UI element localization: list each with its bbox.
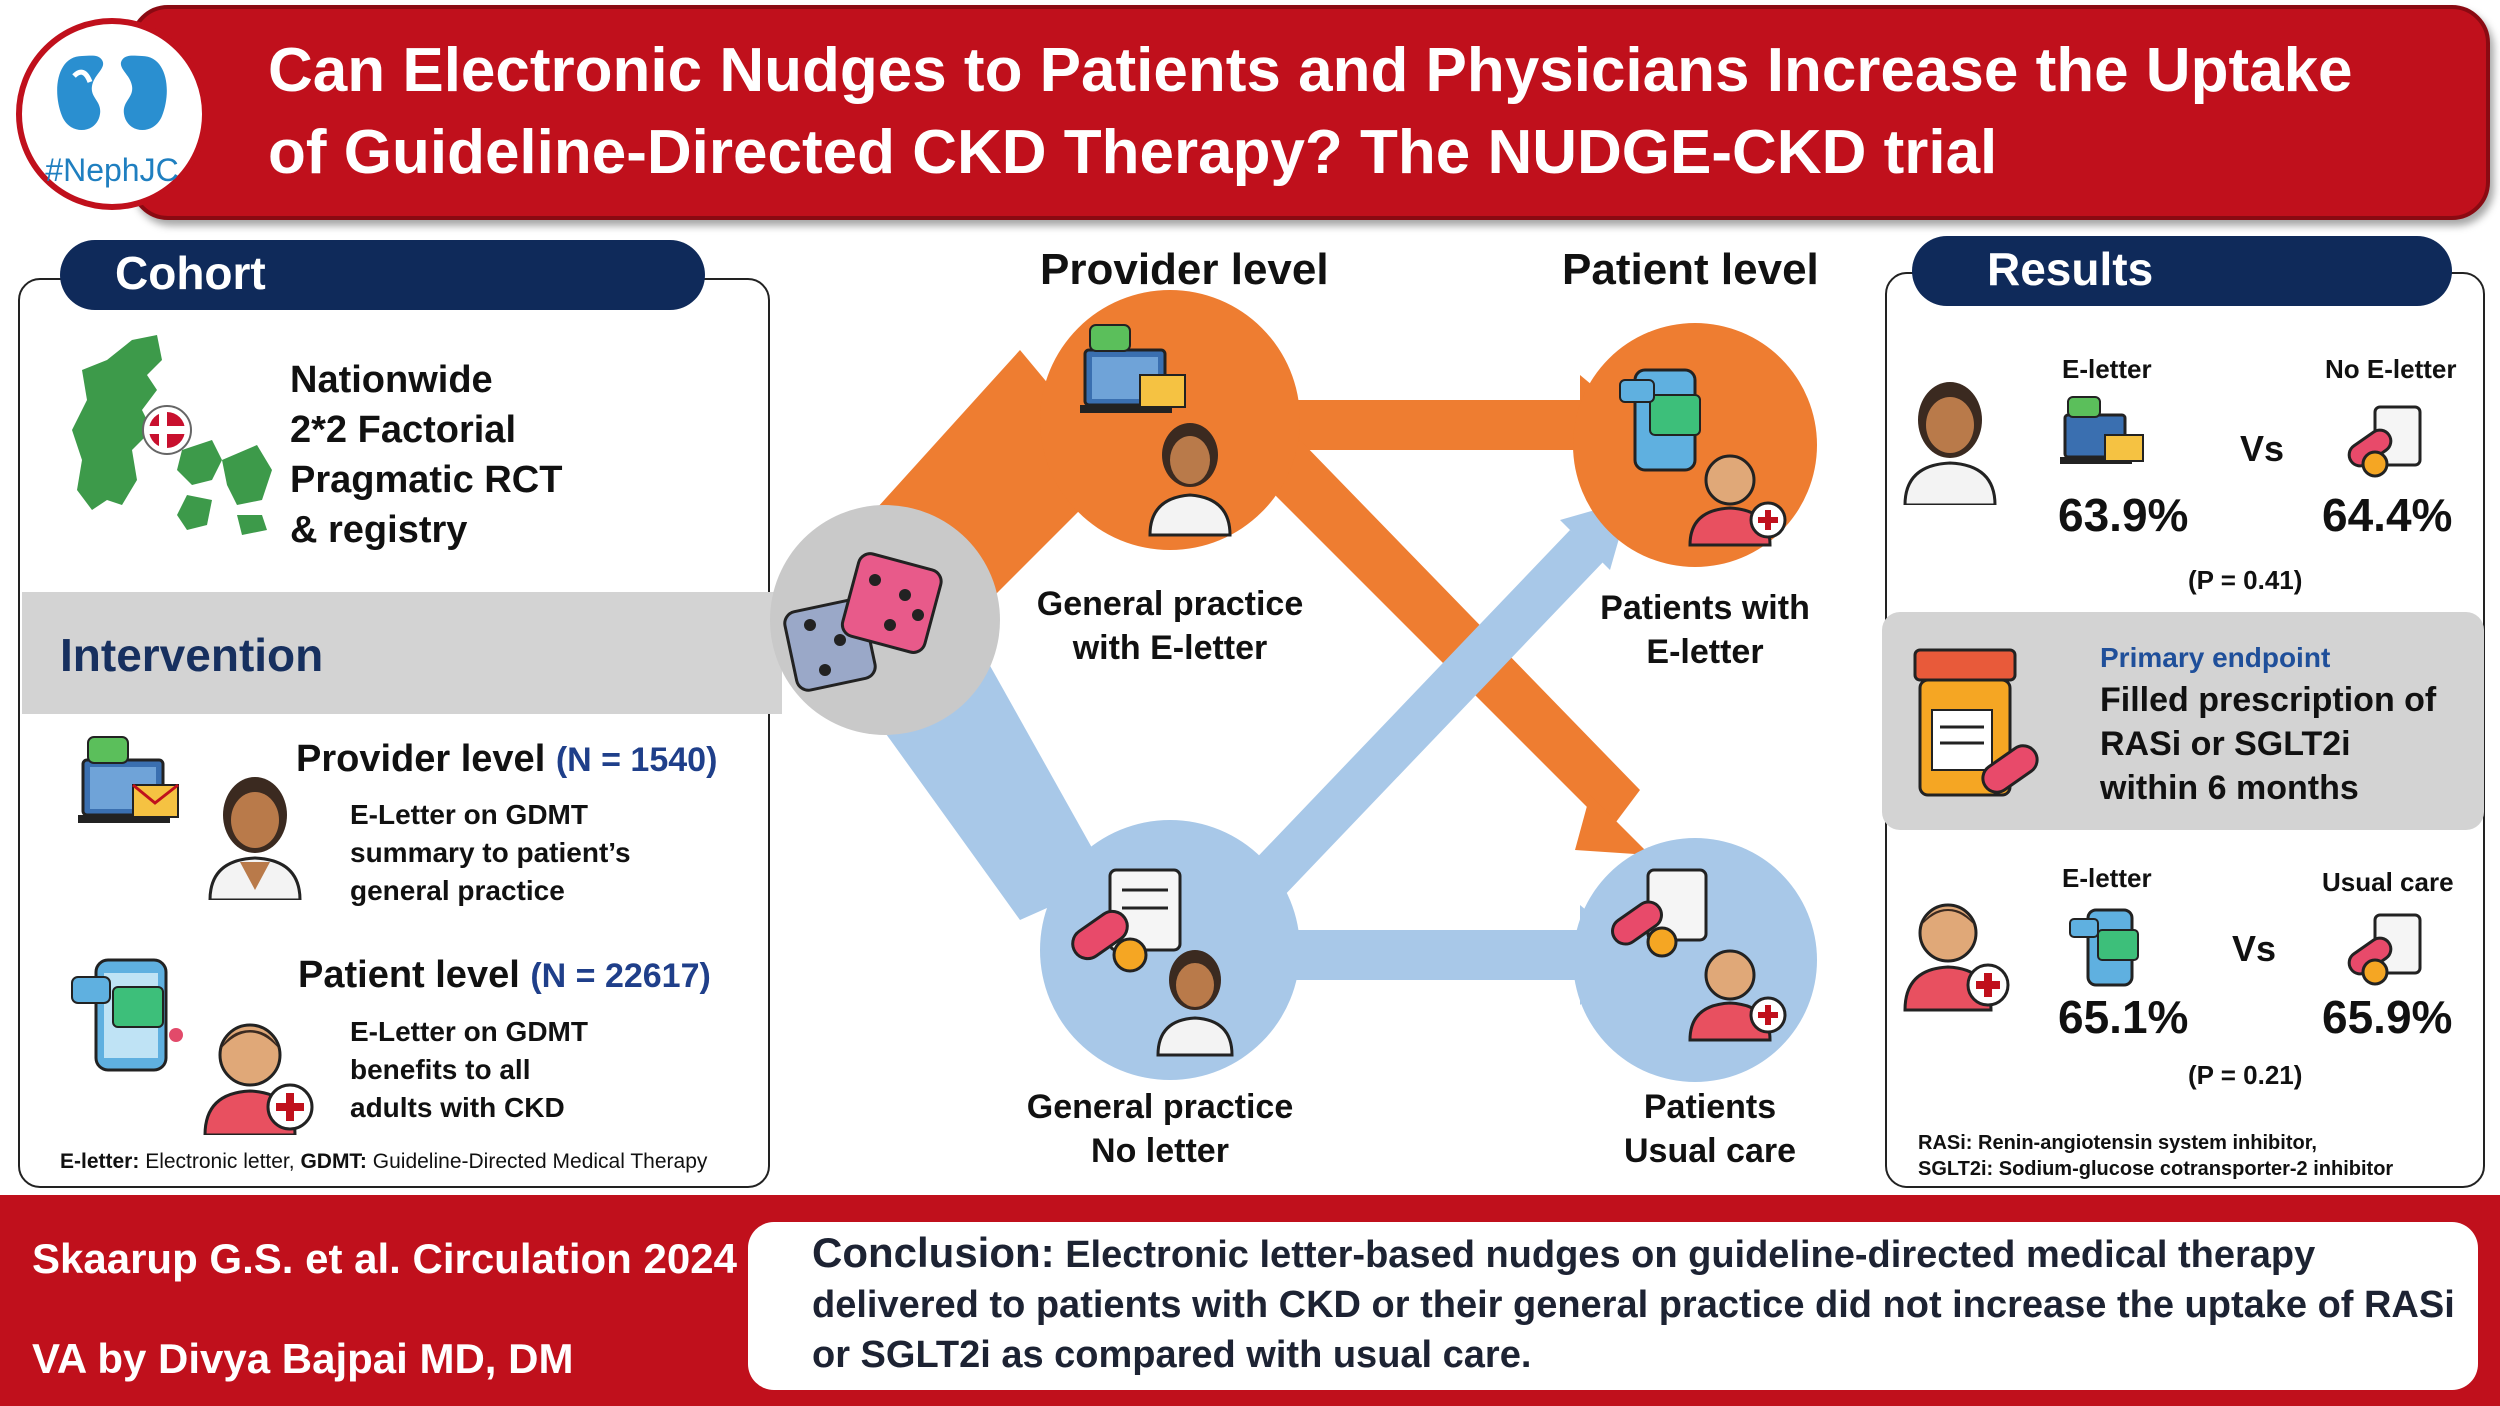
logo-text: #NephJC — [45, 152, 179, 188]
result-top-pvalue: (P = 0.41) — [2188, 565, 2303, 595]
result-bottom-left-pct: 65.1% — [2058, 991, 2189, 1043]
provider-line: E-Letter on GDMT — [350, 799, 588, 830]
result-bottom-left-label: E-letter — [2062, 863, 2152, 893]
flow-diagram — [770, 290, 1817, 1082]
footnote-def: Electronic letter, — [139, 1150, 301, 1173]
result-top-left-pct: 63.9% — [2058, 489, 2189, 541]
va-credit: VA by Divya Bajpai MD, DM — [32, 1335, 574, 1382]
footnote-def: Guideline-Directed Medical Therapy — [366, 1150, 708, 1173]
patient-line: E-Letter on GDMT — [350, 1016, 588, 1047]
result-top-left-label: E-letter — [2062, 354, 2152, 384]
phone-message-icon — [2069, 908, 2139, 987]
conclusion-label: Conclusion: — [812, 1229, 1055, 1276]
label-line: No letter — [1091, 1132, 1229, 1170]
result-bottom-right-pct: 65.9% — [2322, 991, 2453, 1043]
vs-label: Vs — [2240, 428, 2285, 469]
title-line-2: of Guideline-Directed CKD Therapy? The N… — [268, 118, 1998, 187]
label-line: Usual care — [1624, 1132, 1796, 1170]
pt-eletter-label: Patients with E-letter — [1545, 586, 1865, 674]
primary-endpoint-text: Filled prescription of RASi or SGLT2i wi… — [2100, 678, 2436, 810]
intervention-band — [22, 592, 782, 714]
page-title: Can Electronic Nudges to Patients and Ph… — [268, 30, 2468, 194]
cohort-line: Pragmatic RCT — [290, 459, 563, 501]
label-line: Patients — [1643, 1088, 1777, 1126]
vs-label: Vs — [2232, 928, 2277, 969]
patient-level-title: Patient level (N = 22617) — [298, 954, 711, 997]
doctor-icon — [1148, 423, 1232, 537]
phone-message-icon — [1619, 368, 1701, 472]
endpoint-line: Filled prescription of — [2100, 681, 2437, 719]
conclusion: Conclusion: Electronic letter-based nudg… — [812, 1228, 2462, 1380]
title-line-1: Can Electronic Nudges to Patients and Ph… — [268, 36, 2353, 105]
provider-description: E-Letter on GDMT summary to patient’s ge… — [350, 796, 631, 910]
label-line: General practice — [1036, 585, 1304, 623]
provider-n: (N = 1540) — [555, 741, 718, 779]
pills-document-icon — [1611, 868, 1708, 958]
results-heading: Results — [1912, 236, 2452, 306]
nephjc-logo: #NephJC — [16, 18, 208, 210]
laptop-mail-icon — [2060, 396, 2144, 464]
patient-line: adults with CKD — [350, 1092, 565, 1123]
pill-bottle-icon — [1913, 648, 2039, 797]
label-line: Patients with — [1600, 589, 1810, 627]
kidney-icon — [57, 55, 167, 131]
patient-icon — [1688, 949, 1787, 1042]
endpoint-line: RASi or SGLT2i — [2100, 725, 2351, 763]
abbrev-line: SGLT2i: Sodium-glucose cotransporter-2 i… — [1918, 1158, 2394, 1180]
patient-description: E-Letter on GDMT benefits to all adults … — [350, 1013, 588, 1127]
cohort-heading: Cohort — [60, 240, 705, 310]
patient-line: benefits to all — [350, 1054, 531, 1085]
patient-icon — [203, 1023, 314, 1135]
provider-level-title: Provider level (N = 1540) — [296, 738, 717, 781]
endpoint-line: within 6 months — [2100, 769, 2359, 807]
doctor-icon — [1903, 382, 1997, 505]
conclusion-box — [748, 1222, 2478, 1390]
result-bottom-right-label: Usual care — [2322, 867, 2454, 897]
title-banner — [130, 5, 2490, 220]
provider-line: general practice — [350, 875, 565, 906]
denmark-map-icon — [72, 335, 272, 535]
doctor-icon — [1156, 950, 1234, 1057]
cohort-line: & registry — [290, 509, 468, 551]
results-abbreviations: RASi: Renin-angiotensin system inhibitor… — [1918, 1130, 2393, 1182]
doctor-icon — [208, 777, 302, 900]
label-line: General practice — [1026, 1088, 1294, 1126]
abbreviation-footnote: E-letter: Electronic letter, GDMT: Guide… — [60, 1150, 707, 1174]
patient-icon — [1688, 454, 1787, 547]
provider-level-heading: Provider level — [1040, 245, 1329, 294]
provider-line: summary to patient’s — [350, 837, 631, 868]
gp-eletter-label: General practice with E-letter — [1010, 582, 1330, 670]
result-top-right-label: No E-letter — [2325, 354, 2457, 384]
pt-usual-label: Patients Usual care — [1550, 1085, 1870, 1173]
label-line: E-letter — [1646, 633, 1764, 671]
footnote-term: GDMT: — [300, 1150, 367, 1173]
provider-level-label: Provider level — [296, 738, 546, 780]
citation: Skaarup G.S. et al. Circulation 2024 — [32, 1235, 737, 1282]
cohort-description: Nationwide 2*2 Factorial Pragmatic RCT &… — [290, 355, 562, 555]
cohort-line: Nationwide — [290, 359, 493, 401]
conclusion-text: Electronic letter-based nudges on guidel… — [812, 1234, 2455, 1376]
patient-level-heading: Patient level — [1562, 245, 1819, 294]
intervention-heading: Intervention — [60, 629, 324, 681]
arrow-gp-noletter-to-pt-eletter — [1245, 500, 1630, 900]
result-top-right-pct: 64.4% — [2322, 489, 2453, 541]
pills-document-icon — [1071, 868, 1182, 973]
footnote-term: E-letter: — [60, 1150, 140, 1173]
patient-n: (N = 22617) — [530, 957, 711, 995]
gp-noletter-label: General practice No letter — [1000, 1085, 1320, 1173]
patient-level-label: Patient level — [298, 954, 520, 996]
phone-message-icon — [71, 958, 183, 1072]
laptop-mail-icon — [78, 736, 179, 823]
laptop-mail-icon — [1080, 324, 1186, 413]
pills-document-icon — [2347, 913, 2422, 986]
pills-document-icon — [2347, 405, 2422, 478]
arrow-gp-eletter-to-pt-usual — [1260, 440, 1650, 855]
primary-endpoint-label: Primary endpoint — [2100, 642, 2331, 673]
label-line: with E-letter — [1072, 629, 1268, 667]
dice-icon — [783, 552, 943, 692]
result-bottom-pvalue: (P = 0.21) — [2188, 1060, 2303, 1090]
cohort-line: 2*2 Factorial — [290, 409, 516, 451]
abbrev-line: RASi: Renin-angiotensin system inhibitor… — [1918, 1132, 2317, 1154]
patient-icon — [1903, 903, 2010, 1012]
